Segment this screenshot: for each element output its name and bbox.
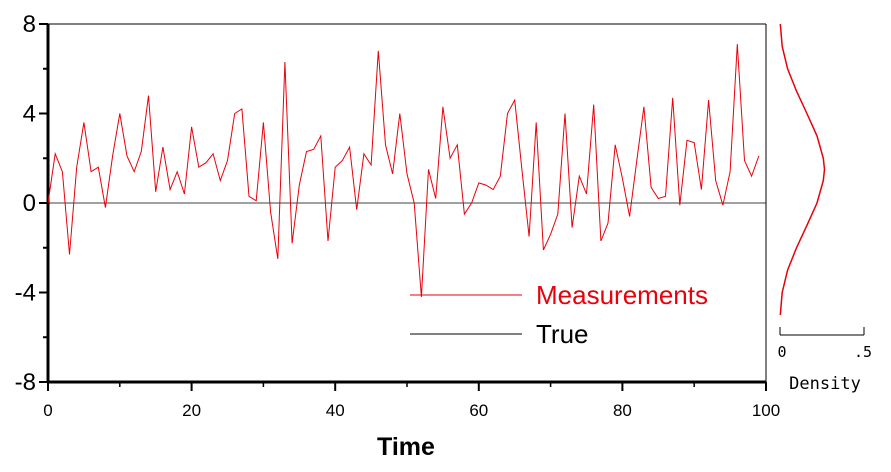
y-tick-label: 8	[23, 11, 36, 38]
y-tick-label: -8	[15, 369, 36, 396]
x-tick-label: 40	[326, 401, 345, 420]
density-curve	[779, 23, 826, 315]
x-tick-label: 100	[752, 401, 780, 420]
series-measurements-line	[47, 44, 760, 298]
y-ticks: 8 4 0 -4 -8	[15, 11, 48, 396]
density-axis-label: Density	[789, 374, 861, 394]
x-tick-label: 60	[469, 401, 488, 420]
density-tick-label-1: .5	[854, 343, 872, 361]
legend: Measurements True	[410, 280, 708, 349]
x-axis-label: Time	[377, 433, 435, 461]
x-tick-label: 80	[613, 401, 632, 420]
series-layer	[47, 44, 766, 298]
density-tick-label-0: 0	[777, 343, 786, 361]
x-tick-label: 20	[182, 401, 201, 420]
y-tick-label: 4	[23, 101, 36, 128]
legend-label-measurements: Measurements	[536, 280, 708, 310]
x-ticks: 0 20 40 60 80 100	[43, 382, 780, 420]
density-panel: 0 .5 Density	[777, 23, 872, 394]
y-tick-label: -4	[15, 280, 36, 307]
legend-label-true: True	[536, 319, 589, 349]
x-tick-label: 0	[43, 401, 52, 420]
y-tick-label: 0	[23, 190, 36, 217]
